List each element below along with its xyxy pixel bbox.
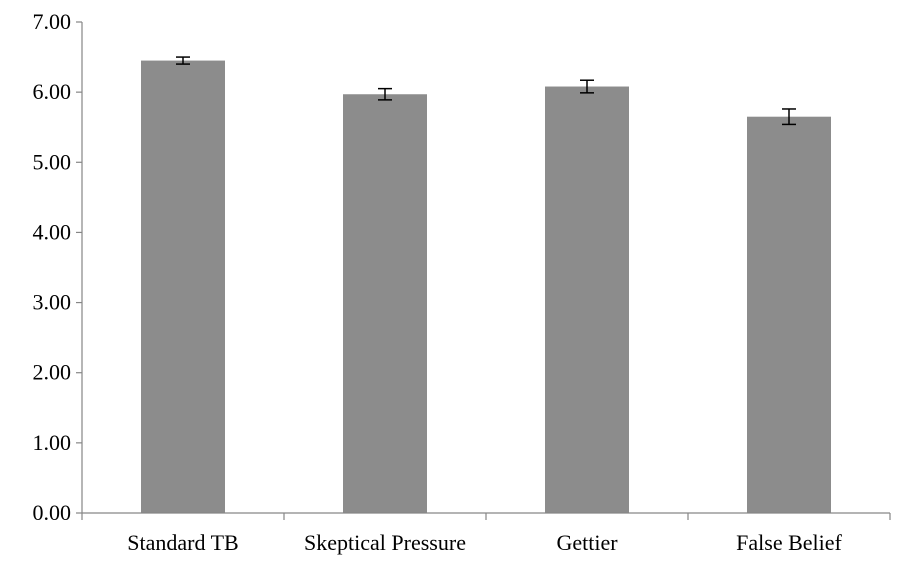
y-tick-label: 7.00 (33, 9, 72, 34)
error-bars (176, 56, 796, 126)
y-tick-label: 2.00 (33, 360, 72, 385)
y-tick-label: 3.00 (33, 290, 72, 315)
x-category-label: Skeptical Pressure (304, 530, 466, 555)
bars (141, 60, 831, 514)
bar (343, 94, 427, 514)
bar (545, 86, 629, 513)
y-tick-label: 1.00 (33, 430, 72, 455)
y-tick-label: 6.00 (33, 79, 72, 104)
x-axis: Standard TB Skeptical Pressure Gettier Fals… (81, 512, 891, 555)
x-category-label: Standard TB (127, 530, 238, 555)
y-axis: 0.00 1.00 2.00 3.00 4.00 5.00 6.00 7.00 (33, 9, 83, 525)
bar (141, 60, 225, 513)
x-category-label: Gettier (556, 530, 618, 555)
y-tick-label: 0.00 (33, 500, 72, 525)
bar (747, 116, 831, 513)
x-category-label: False Belief (736, 530, 842, 555)
y-tick-label: 4.00 (33, 219, 72, 244)
y-tick-label: 5.00 (33, 149, 72, 174)
